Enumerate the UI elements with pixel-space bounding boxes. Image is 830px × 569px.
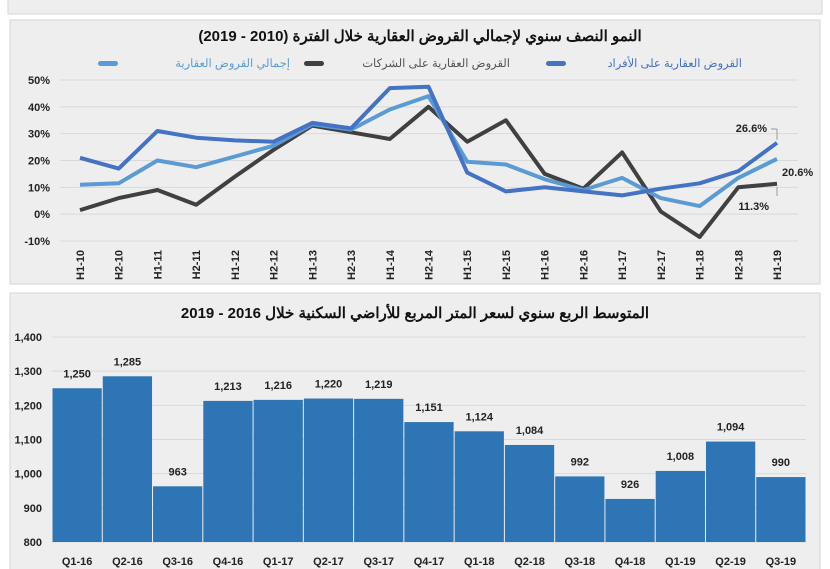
x-tick-label: Q1-17	[263, 556, 294, 568]
bar	[705, 441, 756, 542]
bar-value-label: 1,094	[717, 422, 745, 434]
bar	[756, 477, 806, 542]
bar-chart-title: المتوسط الربع سنوي لسعر المتر المربع للأ…	[181, 303, 649, 323]
bar	[504, 444, 555, 542]
x-tick-label: H2-18	[733, 250, 745, 280]
y-tick-label: 1,400	[14, 332, 42, 344]
y-tick-label: 10%	[28, 182, 50, 194]
bar	[454, 431, 504, 542]
series-line-2	[79, 94, 778, 209]
bar-value-label: 1,008	[667, 451, 695, 463]
x-tick-label: H1-13	[307, 250, 319, 280]
bar-value-label: 1,285	[114, 356, 142, 368]
bar-value-label: 992	[571, 456, 589, 468]
x-tick-label: H2-15	[501, 250, 513, 280]
bar-value-label: 990	[772, 457, 790, 469]
x-tick-label: H1-14	[385, 249, 397, 280]
bar	[605, 498, 655, 542]
bar-value-label: 1,220	[315, 379, 343, 391]
y-tick-label: 50%	[28, 75, 50, 87]
bar-value-label: 963	[168, 466, 186, 478]
series-line-0	[79, 84, 779, 198]
x-tick-label: H2-11	[191, 250, 203, 279]
x-tick-label: H2-16	[578, 250, 590, 280]
bar-value-label: 1,213	[214, 381, 242, 393]
legend-label: القروض العقارية على الشركات	[362, 57, 510, 70]
x-tick-label: H2-10	[114, 250, 126, 280]
x-tick-label: Q2-17	[313, 556, 344, 568]
data-label-individuals: 26.6%	[736, 123, 767, 135]
x-tick-label: H2-13	[346, 250, 358, 280]
bar	[52, 388, 102, 542]
line-chart-panel	[9, 19, 821, 285]
x-tick-label: Q4-17	[414, 556, 445, 568]
bar	[253, 399, 303, 542]
legend-swatch	[304, 61, 324, 66]
bar-chart: المتوسط الربع سنوي لسعر المتر المربع للأ…	[14, 303, 806, 568]
x-tick-label: H1-11	[152, 250, 164, 279]
x-tick-label: H1-16	[540, 250, 552, 280]
x-tick-label: H2-14	[424, 249, 436, 280]
x-tick-label: Q4-16	[213, 556, 244, 568]
y-tick-label: 0%	[34, 209, 50, 221]
x-tick-label: Q3-16	[162, 556, 193, 568]
bar	[404, 422, 454, 542]
x-tick-label: Q2-19	[715, 556, 746, 568]
x-tick-label: H1-10	[75, 250, 87, 280]
x-tick-label: Q3-19	[766, 556, 797, 568]
series-line-1	[79, 104, 778, 239]
x-tick-label: H2-12	[269, 250, 281, 280]
bar-value-label: 1,124	[466, 411, 494, 423]
y-tick-label: 20%	[28, 156, 50, 168]
x-tick-label: Q2-16	[112, 556, 143, 568]
x-tick-label: H1-17	[617, 250, 629, 280]
x-tick-label: Q1-16	[62, 556, 93, 568]
bar	[354, 398, 404, 542]
x-tick-label: H1-15	[462, 250, 474, 280]
y-tick-label: 1,000	[14, 469, 42, 481]
legend-swatch	[546, 61, 566, 66]
x-tick-label: Q1-19	[665, 556, 696, 568]
bar-value-label: 1,151	[415, 402, 443, 414]
y-tick-label: 1,200	[14, 400, 42, 412]
bar-value-label: 1,216	[264, 380, 292, 392]
bar	[203, 400, 253, 542]
y-tick-label: 40%	[28, 102, 50, 114]
bar-value-label: 926	[621, 479, 639, 491]
legend-label: إجمالي القروض العقارية	[175, 57, 290, 71]
bar	[102, 376, 153, 542]
data-label-companies: 11.3%	[738, 201, 769, 213]
y-tick-label: 1,100	[14, 435, 42, 447]
y-tick-label: 1,300	[14, 366, 42, 378]
bar	[655, 470, 705, 542]
y-tick-label: 900	[24, 503, 42, 515]
bar-value-label: 1,084	[516, 425, 544, 437]
legend-swatch	[98, 61, 118, 66]
bar	[153, 486, 203, 542]
legend-label: القروض العقارية على الأفراد	[607, 55, 742, 70]
x-tick-label: Q4-18	[615, 556, 646, 568]
line-chart: النمو النصف سنوي لإجمالي القروض العقارية…	[24, 28, 813, 280]
data-label-total: 20.6%	[782, 167, 813, 179]
y-tick-label: 30%	[28, 129, 50, 141]
x-tick-label: Q3-18	[565, 556, 596, 568]
x-tick-label: Q2-18	[514, 556, 545, 568]
y-tick-label: -10%	[24, 236, 50, 248]
x-tick-label: H2-17	[656, 250, 668, 280]
y-tick-label: 800	[24, 537, 42, 549]
x-tick-label: H1-19	[772, 250, 784, 280]
x-tick-label: Q1-18	[464, 556, 495, 568]
top-panel-fragment	[7, 0, 823, 15]
bar	[555, 476, 605, 542]
bar-value-label: 1,219	[365, 379, 393, 391]
bar-value-label: 1,250	[63, 368, 91, 380]
x-tick-label: H1-18	[695, 250, 707, 280]
x-tick-label: Q3-17	[363, 556, 394, 568]
line-chart-title: النمو النصف سنوي لإجمالي القروض العقارية…	[198, 28, 641, 46]
bar	[303, 398, 354, 542]
x-tick-label: H1-12	[230, 250, 242, 280]
